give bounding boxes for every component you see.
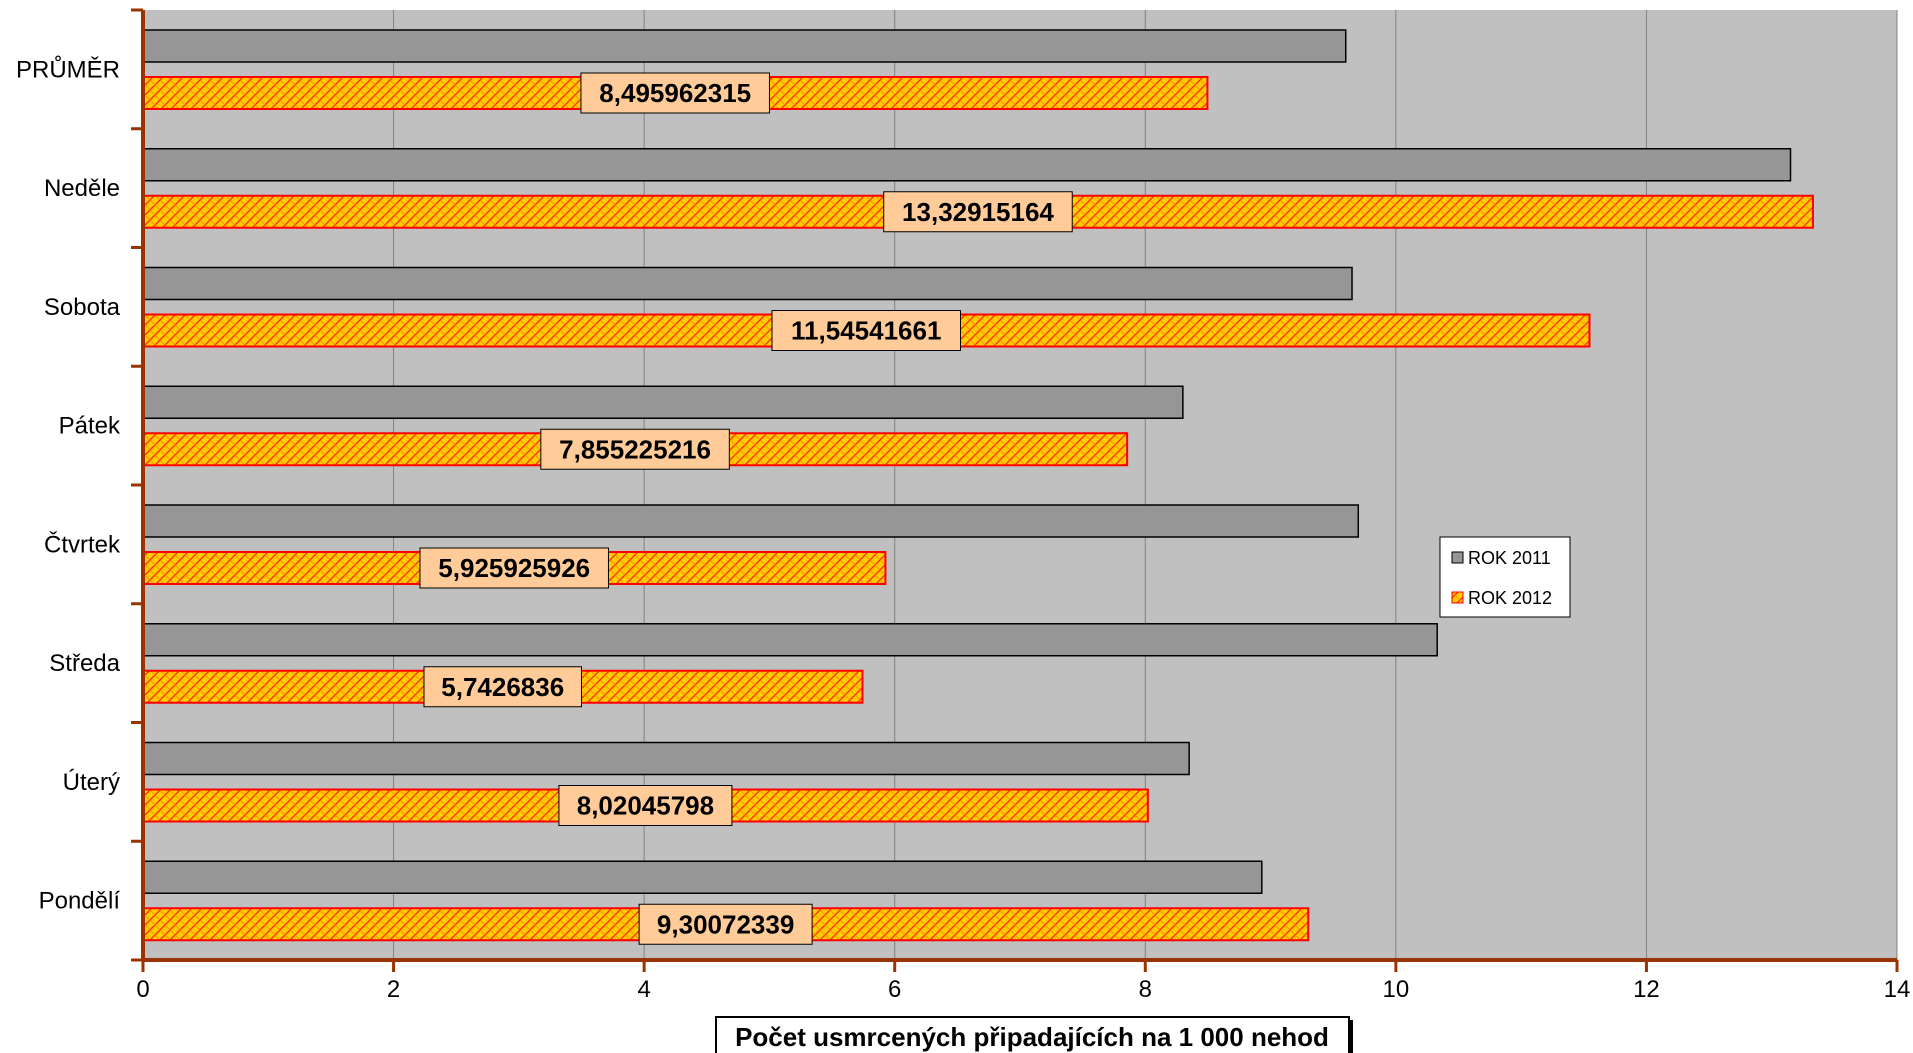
x-tick-label: 14 bbox=[1884, 976, 1911, 1003]
category-label: Sobota bbox=[44, 294, 121, 321]
data-label-2012: 8,02045798 bbox=[577, 791, 714, 821]
category-label: Úterý bbox=[63, 769, 120, 796]
category-label: Středa bbox=[49, 650, 120, 677]
data-label-2012: 13,32915164 bbox=[902, 197, 1054, 227]
data-label-box bbox=[540, 428, 730, 470]
category-label: Pondělí bbox=[39, 888, 121, 915]
legend-label-2012: ROK 2012 bbox=[1468, 588, 1552, 608]
x-axis-title-box bbox=[715, 1016, 1350, 1053]
bar-2011 bbox=[142, 504, 1360, 538]
legend: ROK 2011 ROK 2012 bbox=[1439, 536, 1571, 618]
x-tick-label: 6 bbox=[888, 976, 901, 1003]
x-tick-label: 8 bbox=[1139, 976, 1152, 1003]
data-label-box bbox=[580, 72, 770, 114]
bar-2011 bbox=[142, 860, 1263, 894]
category-label: Pátek bbox=[59, 413, 121, 440]
legend-swatch-2011 bbox=[1451, 551, 1464, 564]
data-label-box bbox=[771, 310, 961, 351]
bar-2011 bbox=[142, 148, 1792, 182]
x-axis-title-text: Počet usmrcených připadajících na 1 000 … bbox=[735, 1022, 1329, 1052]
data-label-box bbox=[558, 785, 733, 826]
legend-box bbox=[1439, 536, 1571, 618]
legend-label-2011: ROK 2011 bbox=[1468, 548, 1551, 568]
bar-2011 bbox=[142, 623, 1438, 657]
data-label-box bbox=[423, 666, 582, 708]
data-label-2012: 5,7426836 bbox=[441, 672, 564, 702]
bar-2011 bbox=[142, 266, 1353, 301]
bar-2011 bbox=[142, 741, 1190, 776]
x-tick-label: 2 bbox=[387, 976, 400, 1003]
category-label: Čtvrtek bbox=[44, 530, 121, 558]
data-label-box bbox=[638, 903, 813, 945]
bar-2011 bbox=[142, 385, 1184, 419]
x-tick-label: 0 bbox=[136, 976, 149, 1003]
x-tick-label: 4 bbox=[637, 976, 650, 1003]
x-axis-title: Počet usmrcených připadajících na 1 000 … bbox=[715, 1016, 1353, 1053]
x-tick-label: 12 bbox=[1633, 976, 1660, 1003]
legend-swatch-2012 bbox=[1451, 591, 1464, 604]
x-tick-label: 10 bbox=[1383, 976, 1410, 1003]
data-label-2012: 9,30072339 bbox=[657, 909, 794, 939]
data-label-2012: 5,925925926 bbox=[438, 553, 590, 583]
data-label-2012: 11,54541661 bbox=[791, 316, 941, 346]
data-label-box bbox=[883, 191, 1073, 233]
data-label-2012: 7,855225216 bbox=[559, 434, 711, 464]
data-label-box bbox=[419, 547, 609, 589]
category-label: Neděle bbox=[44, 175, 120, 202]
category-label: PRŮMĚR bbox=[16, 54, 120, 83]
data-label-2012: 8,495962315 bbox=[599, 78, 751, 108]
bar-2011 bbox=[142, 29, 1347, 63]
